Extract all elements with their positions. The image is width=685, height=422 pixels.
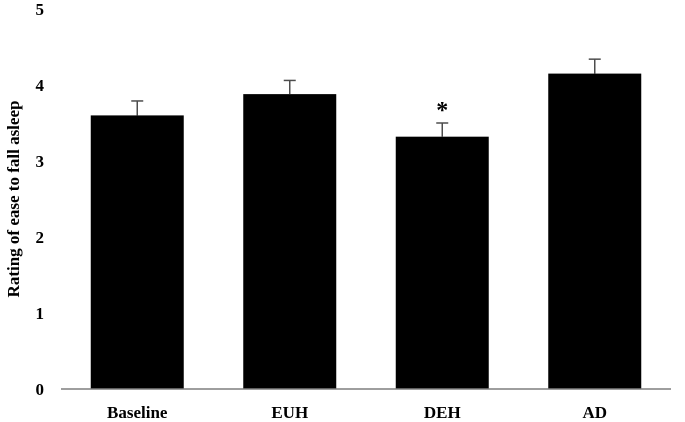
x-tick-label: EUH: [271, 403, 308, 422]
bars: [90, 73, 642, 390]
y-tick-label: 0: [36, 380, 45, 399]
x-tick-label: DEH: [424, 403, 461, 422]
x-tick-label: AD: [582, 403, 607, 422]
x-tick-label: Baseline: [107, 403, 168, 422]
y-axis-label: Rating of ease to fall asleep: [4, 101, 23, 298]
bar-deh: [395, 136, 489, 389]
error-bar: [283, 79, 296, 95]
y-axis-tick-labels: 0 1 2 3 4 5: [36, 0, 45, 399]
error-bar: [131, 100, 144, 116]
bar-ad: [548, 73, 642, 389]
y-tick-label: 2: [36, 228, 45, 247]
y-tick-label: 3: [36, 152, 45, 171]
y-tick-label: 1: [36, 304, 45, 323]
error-bar: [588, 58, 601, 74]
x-axis-tick-labels: Baseline EUH DEH AD: [107, 403, 607, 422]
error-bar: [436, 122, 449, 137]
error-bars: [131, 58, 601, 137]
bar-euh: [243, 94, 337, 390]
significance-asterisk: *: [436, 98, 448, 124]
bar-baseline: [90, 115, 184, 390]
y-tick-label: 5: [36, 0, 45, 19]
y-tick-label: 4: [36, 76, 45, 95]
significance-markers: *: [436, 98, 448, 124]
